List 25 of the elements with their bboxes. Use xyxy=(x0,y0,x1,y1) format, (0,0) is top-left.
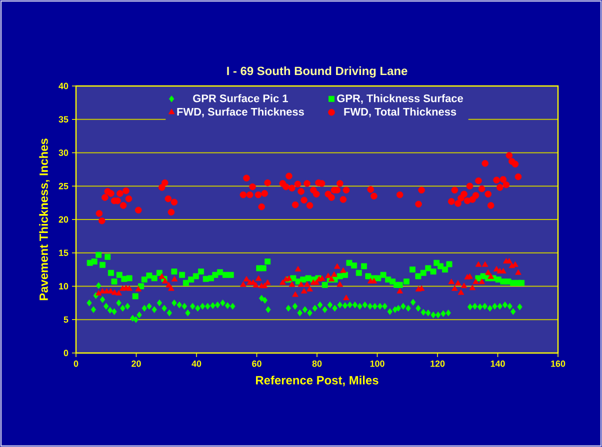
x-tick-label: 140 xyxy=(490,360,505,367)
chart-title: I - 69 South Bound Driving Lane xyxy=(227,66,408,78)
legend-label: GPR Surface Pic 1 xyxy=(193,94,288,102)
y-tick-label: 10 xyxy=(59,283,68,290)
y-tick-label: 40 xyxy=(58,82,68,90)
y-tick-label: 25 xyxy=(58,182,68,190)
x-tick-label: 40 xyxy=(192,360,202,367)
x-tick-label: 0 xyxy=(74,360,78,367)
x-tick-label: 160 xyxy=(551,360,566,367)
y-tick-label: 5 xyxy=(64,316,68,323)
y-tick-label: 20 xyxy=(58,216,68,223)
y-tick-label: 0 xyxy=(64,350,68,356)
legend-label: FWD, Surface Thickness xyxy=(177,108,304,118)
y-tick-label: 35 xyxy=(58,116,68,123)
y-tick-label: 15 xyxy=(59,250,68,256)
x-tick-label: 60 xyxy=(252,360,262,367)
x-tick-label: 20 xyxy=(132,360,141,367)
y-tick-label: 30 xyxy=(58,150,68,156)
legend-label: GPR, Thickness Surface xyxy=(337,94,463,104)
x-axis-title: Reference Post, Miles xyxy=(256,376,378,386)
x-tick-label: 100 xyxy=(370,360,384,367)
y-axis-title: Pavement Thickness, Inches xyxy=(39,138,50,300)
x-tick-label: 80 xyxy=(312,360,322,367)
legend-label: FWD, Total Thickness xyxy=(344,108,456,118)
x-tick-label: 120 xyxy=(430,360,445,367)
